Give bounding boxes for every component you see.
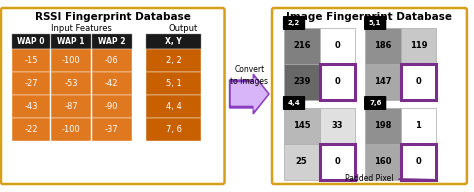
- Text: RSSI Fingerprint Database: RSSI Fingerprint Database: [35, 12, 191, 22]
- Text: -100: -100: [62, 56, 81, 65]
- Text: 1: 1: [416, 122, 421, 131]
- Text: -22: -22: [24, 125, 38, 134]
- Text: 119: 119: [410, 41, 427, 50]
- Text: 239: 239: [293, 78, 310, 87]
- Text: Output: Output: [168, 24, 198, 33]
- Bar: [12, 49, 50, 72]
- Text: 147: 147: [374, 78, 392, 87]
- Text: -15: -15: [24, 56, 38, 65]
- Text: 4,4: 4,4: [288, 100, 301, 106]
- Text: 7, 6: 7, 6: [165, 125, 182, 134]
- Text: 2,2: 2,2: [288, 20, 300, 26]
- Bar: [365, 64, 401, 100]
- Text: 186: 186: [374, 41, 392, 50]
- Text: 198: 198: [374, 122, 392, 131]
- Bar: [12, 95, 50, 118]
- Bar: [12, 118, 50, 141]
- Bar: [12, 34, 50, 49]
- Text: -100: -100: [62, 125, 81, 134]
- Bar: [146, 34, 201, 49]
- Bar: [284, 144, 319, 180]
- Text: -53: -53: [64, 79, 78, 88]
- Bar: [284, 28, 319, 64]
- Text: 7,6: 7,6: [369, 100, 382, 106]
- FancyBboxPatch shape: [272, 8, 467, 184]
- FancyArrow shape: [231, 78, 267, 110]
- Bar: [52, 49, 91, 72]
- Bar: [284, 64, 319, 100]
- Text: 160: 160: [374, 157, 392, 166]
- Text: WAP 0: WAP 0: [18, 37, 45, 46]
- Bar: [52, 95, 91, 118]
- Bar: [12, 72, 50, 95]
- Text: 2, 2: 2, 2: [166, 56, 182, 65]
- Text: -42: -42: [105, 79, 118, 88]
- Bar: [146, 118, 201, 141]
- Text: 0: 0: [335, 78, 340, 87]
- Text: 0: 0: [416, 157, 421, 166]
- Bar: [401, 108, 436, 144]
- Text: 0: 0: [335, 41, 340, 50]
- Bar: [92, 95, 132, 118]
- Bar: [92, 118, 132, 141]
- Text: 5,1: 5,1: [369, 20, 382, 26]
- Text: 25: 25: [296, 157, 308, 166]
- Bar: [92, 34, 132, 49]
- FancyBboxPatch shape: [1, 8, 225, 184]
- Text: 145: 145: [293, 122, 310, 131]
- Bar: [52, 72, 91, 95]
- Text: Input Features: Input Features: [51, 24, 111, 33]
- Text: Convert: Convert: [234, 65, 264, 74]
- Bar: [92, 49, 132, 72]
- Text: 5, 1: 5, 1: [166, 79, 182, 88]
- Text: -43: -43: [24, 102, 38, 111]
- Text: Image Fingerprint Database: Image Fingerprint Database: [286, 12, 453, 22]
- Bar: [52, 34, 91, 49]
- Text: 33: 33: [332, 122, 343, 131]
- Bar: [52, 118, 91, 141]
- Bar: [365, 28, 401, 64]
- Text: -87: -87: [64, 102, 78, 111]
- Bar: [401, 144, 436, 180]
- Bar: [401, 64, 436, 100]
- FancyBboxPatch shape: [364, 16, 386, 30]
- FancyBboxPatch shape: [283, 16, 305, 30]
- FancyArrow shape: [229, 74, 269, 114]
- Bar: [319, 64, 355, 100]
- Text: -27: -27: [24, 79, 38, 88]
- Text: -37: -37: [105, 125, 118, 134]
- Text: WAP 1: WAP 1: [57, 37, 85, 46]
- Bar: [146, 49, 201, 72]
- Bar: [319, 108, 355, 144]
- Bar: [319, 144, 355, 180]
- Bar: [365, 144, 401, 180]
- Text: 4, 4: 4, 4: [166, 102, 182, 111]
- Text: X, Y: X, Y: [165, 37, 182, 46]
- Text: 0: 0: [416, 78, 421, 87]
- Bar: [146, 95, 201, 118]
- Text: 216: 216: [293, 41, 310, 50]
- Text: 0: 0: [335, 157, 340, 166]
- Text: to Images: to Images: [230, 76, 268, 85]
- Text: -06: -06: [105, 56, 118, 65]
- FancyBboxPatch shape: [364, 96, 386, 110]
- Bar: [92, 72, 132, 95]
- Text: -90: -90: [105, 102, 118, 111]
- Bar: [365, 108, 401, 144]
- FancyBboxPatch shape: [283, 96, 305, 110]
- Text: Padded Pixel: Padded Pixel: [345, 174, 433, 183]
- Bar: [146, 72, 201, 95]
- Bar: [284, 108, 319, 144]
- Text: WAP 2: WAP 2: [98, 37, 126, 46]
- Bar: [319, 28, 355, 64]
- Bar: [401, 28, 436, 64]
